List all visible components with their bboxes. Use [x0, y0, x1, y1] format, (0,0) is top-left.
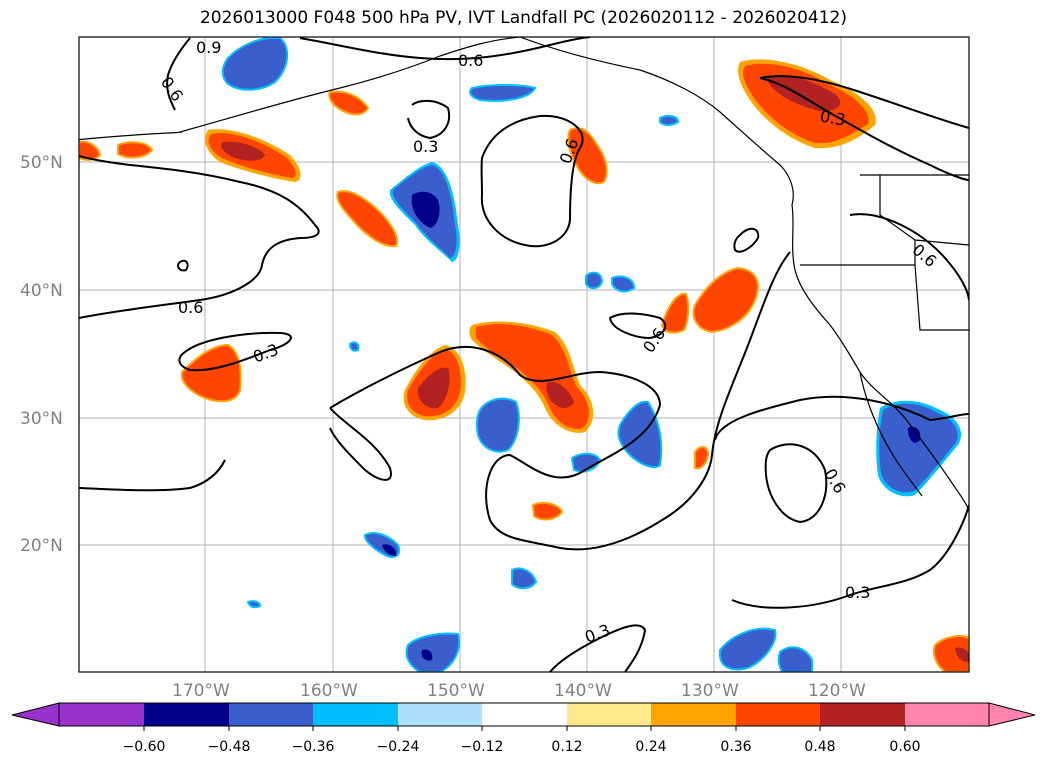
- contour-0.3-east-2: [714, 395, 969, 441]
- colorbar-segment-over: [988, 702, 1036, 727]
- contour-label: 0.3: [413, 137, 438, 156]
- contour-0.3-southeast: [731, 504, 969, 609]
- colorbar-segment: [398, 703, 482, 726]
- colorbar-segment: [482, 703, 567, 726]
- colorbar-tick-label: −0.48: [208, 739, 251, 755]
- contour-0.3-east: [849, 213, 969, 301]
- warm-blob-small-east: [531, 446, 710, 521]
- cool-blob-mid-pacific: [348, 271, 663, 473]
- contour-small-loop: [176, 259, 189, 272]
- colorbar-tick-label: 0.36: [720, 739, 751, 755]
- lon-label: 140°W: [554, 681, 612, 701]
- contour-0.6-north-loop: [480, 114, 584, 248]
- state-borders: [800, 240, 969, 331]
- warm-blob-168w-32n: [180, 343, 242, 403]
- axis-labels: 50°N 40°N 30°N 20°N 170°W 160°W 150°W 14…: [20, 153, 866, 701]
- colorbar-segment: [144, 703, 229, 726]
- contour-0.6-north-top: [299, 37, 591, 61]
- contour-0.3-south: [549, 624, 647, 672]
- warm-blob-155w-55n: [328, 90, 370, 116]
- cool-blob-hawaii: [246, 532, 538, 609]
- contour-label: 0.6: [458, 51, 483, 70]
- lon-label: 130°W: [681, 681, 739, 701]
- contour-lines: [79, 37, 969, 672]
- colorbar-segment: [313, 703, 398, 726]
- contour-label: 0.3: [845, 583, 870, 602]
- contour-0.6-central-2: [329, 407, 392, 481]
- colorbar-segment: [59, 703, 144, 726]
- state-borders-2: [879, 175, 969, 246]
- colorbar-segment: [736, 703, 820, 726]
- contour-0.9-north: [166, 37, 191, 111]
- alaska-canada-coast: [519, 37, 794, 206]
- colorbar-tick-label: −0.36: [292, 739, 335, 755]
- aleutian-alaska-coast: [179, 37, 521, 133]
- lon-label: 170°W: [172, 681, 230, 701]
- warm-blob-128w-37n: [660, 266, 759, 334]
- colorbar-tick-label: 0.12: [551, 739, 582, 755]
- contour-0.3-northeast-2: [759, 77, 969, 181]
- colorbar-tick-label: −0.12: [461, 739, 504, 755]
- contour-0.3-northeast: [759, 75, 969, 129]
- warm-blob-dateline-52n: [79, 140, 154, 161]
- colorbar-segment: [567, 703, 651, 726]
- cool-blob-145w-55n: [469, 84, 680, 126]
- warm-blob-140w-50n: [567, 127, 608, 185]
- lon-label: 150°W: [427, 681, 485, 701]
- lat-label: 50°N: [20, 153, 63, 173]
- colorbar-segment: [651, 703, 736, 726]
- colorbar-segment: [820, 703, 905, 726]
- warm-blob-southeast-corner: [932, 635, 969, 672]
- map-title: 2026013000 F048 500 hPa PV, IVT Landfall…: [199, 8, 847, 28]
- positive-anomaly-regions: [79, 59, 969, 672]
- colorbar-ticks: [143, 726, 906, 731]
- colorbar-segment-under: [11, 702, 60, 727]
- lat-label: 30°N: [20, 409, 63, 429]
- colorbar-tick-label: 0.24: [635, 739, 666, 755]
- colorbar-tick-label: −0.24: [377, 739, 420, 755]
- cool-blob-150w-48n: [389, 162, 460, 262]
- contour-label: 0.6: [178, 298, 203, 317]
- contour-label: 0.3: [819, 106, 847, 129]
- map-frame: [78, 36, 970, 673]
- contour-0.3-north: [407, 99, 450, 140]
- warm-blob-150w-32n: [403, 345, 466, 421]
- warm-blob-158w-45n: [336, 190, 398, 248]
- cool-blob-baja: [876, 400, 962, 497]
- lat-label: 20°N: [20, 536, 63, 556]
- lat-label: 40°N: [20, 281, 63, 301]
- colorbar-tick-label: −0.60: [123, 739, 166, 755]
- contour-0.6-central: [329, 251, 791, 551]
- colorbar-tick-label: 0.48: [804, 739, 835, 755]
- colorbar-tick-label: 0.60: [889, 739, 920, 755]
- lon-label: 120°W: [808, 681, 866, 701]
- baja-peninsula: [859, 371, 923, 497]
- colorbar-frame: [58, 702, 990, 727]
- lon-label: 160°W: [300, 681, 358, 701]
- contour-0.6-small: [608, 312, 667, 340]
- contour-0.6-east-loop: [764, 443, 828, 524]
- colorbar-segment: [229, 703, 313, 726]
- contour-label: 0.9: [196, 38, 221, 57]
- colorbar-segment: [905, 703, 989, 726]
- coastlines: [79, 37, 969, 513]
- cool-blob-south: [405, 627, 813, 672]
- contour-0.3-west: [178, 331, 292, 372]
- colorbar: −0.60 −0.48 −0.36 −0.24 −0.12 0.12 0.24 …: [11, 702, 1036, 755]
- contour-small-loop-2: [733, 227, 760, 253]
- warm-blob-143w-35n: [469, 321, 594, 433]
- warm-blob-170w-50n: [205, 129, 301, 182]
- siberia-coast: [79, 131, 183, 141]
- contour-0.6-southwest: [79, 459, 226, 492]
- negative-anomaly-regions: [221, 37, 962, 672]
- colorbar-tick-labels: −0.60 −0.48 −0.36 −0.24 −0.12 0.12 0.24 …: [123, 739, 921, 755]
- cool-blob-165w-57n: [221, 37, 289, 91]
- contour-0.6-west: [79, 155, 320, 319]
